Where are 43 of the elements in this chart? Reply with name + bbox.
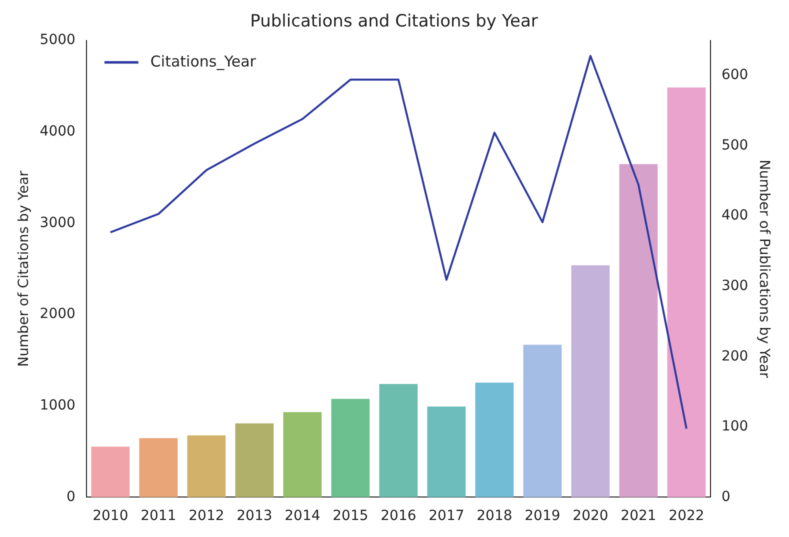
bar bbox=[283, 412, 322, 498]
x-tick-label: 2018 bbox=[476, 508, 512, 524]
x-tick-label: 2011 bbox=[140, 508, 176, 524]
x-tick-label: 2016 bbox=[380, 508, 416, 524]
y-tick-label: 0 bbox=[66, 488, 76, 505]
bar bbox=[139, 438, 178, 498]
x-tick-label: 2015 bbox=[332, 508, 368, 524]
y-tick-label: 1000 bbox=[40, 397, 76, 414]
x-tick-label: 2013 bbox=[236, 508, 272, 524]
x-tick-label: 2014 bbox=[284, 508, 320, 524]
y-tick-label: 3000 bbox=[40, 214, 76, 231]
chart-title: Publications and Citations by Year bbox=[250, 12, 538, 32]
bar bbox=[427, 406, 466, 498]
y2-tick-label: 300 bbox=[721, 278, 748, 294]
y2-tick-label: 600 bbox=[721, 67, 748, 84]
x-tick-label: 2017 bbox=[428, 508, 464, 524]
y2-tick-label: 0 bbox=[721, 488, 730, 505]
bar bbox=[475, 382, 514, 498]
y-tick-label: 2000 bbox=[40, 306, 76, 322]
x-tick-label: 2022 bbox=[668, 508, 704, 524]
legend-label: Citations_Year bbox=[150, 52, 257, 70]
bar bbox=[379, 384, 418, 498]
bar bbox=[91, 446, 130, 498]
x-tick-label: 2020 bbox=[572, 508, 608, 524]
y-tick-label: 4000 bbox=[40, 123, 76, 140]
y-axis-title: Number of Citations by Year bbox=[16, 170, 32, 367]
y2-tick-label: 500 bbox=[721, 137, 748, 154]
y2-tick-label: 200 bbox=[721, 348, 748, 364]
bar bbox=[667, 87, 706, 498]
bar bbox=[571, 265, 610, 498]
y2-axis-title: Number of Publications by Year bbox=[756, 160, 772, 378]
y-tick-label: 5000 bbox=[40, 32, 76, 48]
bar bbox=[331, 398, 370, 498]
x-tick-label: 2019 bbox=[524, 508, 560, 524]
bar bbox=[235, 423, 274, 498]
bar bbox=[523, 344, 562, 498]
x-tick-label: 2021 bbox=[620, 508, 656, 524]
y2-tick-label: 100 bbox=[721, 418, 748, 435]
bar bbox=[187, 435, 226, 498]
y2-tick-label: 400 bbox=[721, 208, 748, 224]
x-tick-label: 2012 bbox=[188, 508, 224, 524]
bar bbox=[619, 164, 658, 498]
x-tick-label: 2010 bbox=[92, 508, 128, 524]
